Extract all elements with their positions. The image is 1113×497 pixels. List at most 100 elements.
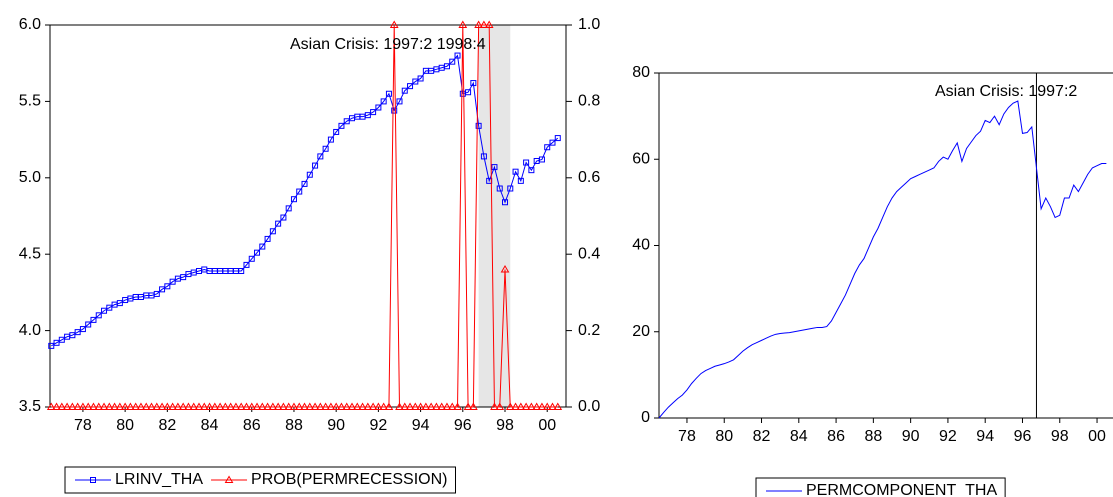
marker [48,342,55,349]
x-tick-label: 78 [74,417,92,434]
marker [479,20,489,28]
marker [502,199,509,206]
marker [275,220,282,227]
marker [375,104,382,111]
marker [280,214,287,221]
legend-label: PERMCOMPONENT_THA [806,482,997,497]
x-tick-label: 96 [454,417,472,434]
marker [395,402,404,410]
x-tick-label: 92 [369,417,387,434]
legend-box [64,466,456,494]
marker [115,402,125,410]
marker [532,402,542,410]
marker [389,20,399,28]
x-tick-label: 98 [1051,428,1069,445]
marker [549,139,556,146]
x-tick-label: 96 [1014,428,1032,445]
y-tick-label: 40 [632,237,650,254]
marker [542,402,552,410]
marker [544,144,551,151]
x-tick-label: 82 [753,428,771,445]
marker [162,402,172,410]
marker [296,188,303,195]
marker [58,336,65,343]
marker [273,402,283,410]
marker [205,402,214,410]
marker [168,402,177,410]
x-tick-label: 88 [864,428,882,445]
marker [264,235,271,242]
marker [243,261,250,268]
marker [407,83,414,90]
y-tick-label: 3.5 [19,398,41,415]
series-line [658,100,1107,419]
y2-tick-label: 0.2 [578,322,600,339]
marker [104,402,114,410]
marker [116,300,123,307]
marker [523,159,530,166]
marker [352,402,362,410]
marker [141,402,151,410]
marker [484,20,494,28]
x-tick-label: 94 [976,428,994,445]
marker [94,402,104,410]
marker [199,402,209,410]
marker [410,402,420,410]
marker [511,402,520,410]
marker [52,402,61,410]
marker [106,304,113,311]
marker [538,156,545,163]
marker [475,122,482,129]
x-tick-label: 94 [412,417,430,434]
marker [120,402,130,410]
marker [347,402,357,410]
marker [553,402,563,410]
marker [442,402,452,410]
marker [322,145,329,152]
marker [337,402,346,410]
x-tick-label: 98 [496,417,514,434]
marker [126,402,135,410]
marker [263,402,272,410]
marker [443,63,450,70]
marker [242,402,251,410]
y-tick-label: 6.0 [19,16,41,33]
marker [396,98,403,105]
x-tick-label: 90 [327,417,345,434]
marker [516,402,526,410]
marker [465,89,472,96]
marker [384,402,394,410]
marker [364,112,371,119]
x-tick-label: 86 [243,417,261,434]
marker [517,177,524,184]
marker [312,162,319,169]
marker [289,402,299,410]
marker [74,329,81,336]
marker [405,402,415,410]
marker [426,402,436,410]
y2-tick-label: 1.0 [578,16,600,33]
marker [500,264,510,273]
marker [474,20,483,28]
marker [421,402,431,410]
marker [379,402,389,410]
marker [259,243,266,250]
marker [437,402,447,410]
y2-tick-label: 0.6 [578,169,600,186]
annotation: Asian Crisis: 1997:2 [935,83,1077,100]
x-tick-label: 92 [939,428,957,445]
marker [343,118,350,125]
marker [238,268,245,275]
marker [333,128,340,135]
marker [78,402,88,410]
y2-tick-label: 0.0 [578,398,600,415]
marker [463,402,473,410]
series-line [51,54,559,347]
marker [147,402,156,410]
marker [157,402,167,410]
marker [468,402,478,410]
y-tick-label: 4.0 [19,322,41,339]
marker [454,52,461,59]
